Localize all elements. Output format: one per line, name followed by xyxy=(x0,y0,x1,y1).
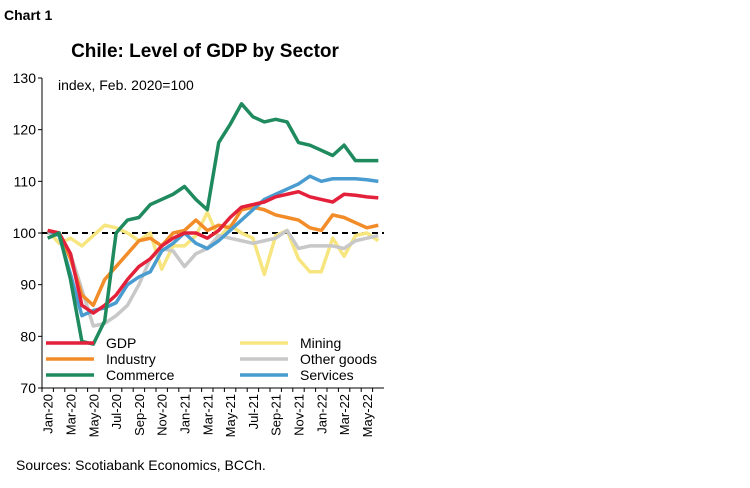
x-tick-label: Sep-21 xyxy=(269,394,284,436)
y-tick-label: 90 xyxy=(20,277,36,293)
x-tick-label: May-21 xyxy=(223,394,238,437)
chart-subtitle: index, Feb. 2020=100 xyxy=(58,77,194,93)
x-tick-label: Jul-21 xyxy=(246,394,261,429)
x-tick-label: May-22 xyxy=(360,394,375,437)
x-tick-label: Nov-20 xyxy=(155,394,170,436)
y-tick-label: 80 xyxy=(20,328,36,344)
legend-label: Industry xyxy=(106,351,156,367)
y-tick-label: 100 xyxy=(13,225,37,241)
series-line xyxy=(46,210,380,277)
legend-label: Mining xyxy=(300,335,341,351)
legend-label: Commerce xyxy=(106,367,175,383)
x-tick-label: May-20 xyxy=(86,394,101,437)
x-tick-label: Sep-20 xyxy=(132,394,147,436)
series-line xyxy=(46,102,379,346)
x-tick-label: Mar-22 xyxy=(337,394,352,435)
x-tick-label: Jan-22 xyxy=(314,394,329,434)
x-tick-label: Jan-20 xyxy=(41,394,56,434)
series-line xyxy=(47,205,379,308)
source: Sources: Scotiabank Economics, BCCh. xyxy=(16,457,266,473)
x-tick-label: Nov-21 xyxy=(292,394,307,436)
x-tick-label: Jan-21 xyxy=(178,394,193,434)
legend-label: GDP xyxy=(106,335,136,351)
chart-title: Chile: Level of GDP by Sector xyxy=(71,41,339,62)
x-tick-label: Mar-21 xyxy=(200,394,215,435)
y-tick-label: 110 xyxy=(14,173,37,189)
y-tick-label: 70 xyxy=(20,380,36,396)
legend-label: Other goods xyxy=(300,351,377,367)
legend-label: Services xyxy=(300,367,354,383)
y-tick-label: 130 xyxy=(13,70,37,86)
series-line xyxy=(47,189,379,315)
y-tick-label: 120 xyxy=(13,122,37,138)
x-tick-label: Jul-20 xyxy=(109,394,124,429)
chart-label: Chart 1 xyxy=(4,7,52,23)
x-tick-label: Mar-20 xyxy=(64,394,79,435)
